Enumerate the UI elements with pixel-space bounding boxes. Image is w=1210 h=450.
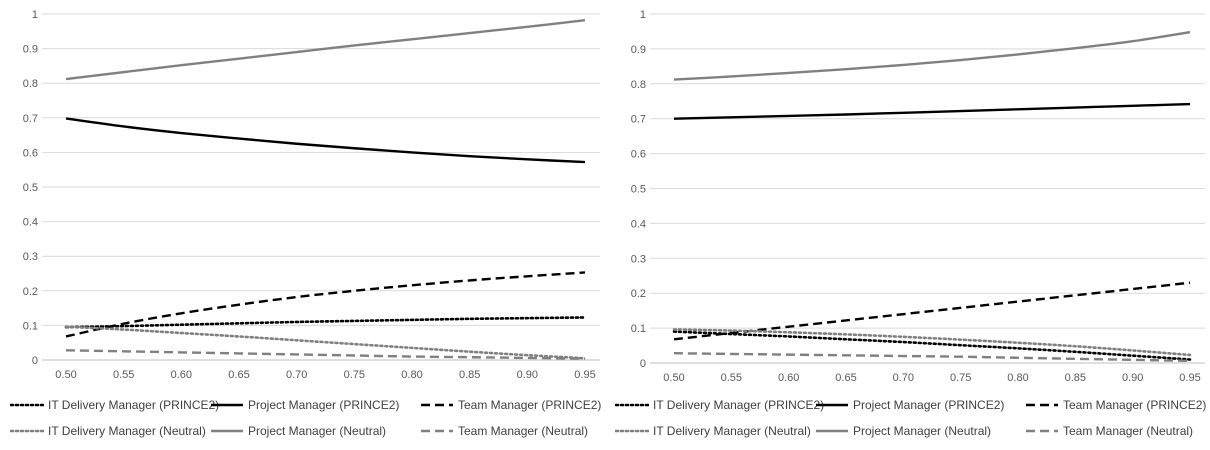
series-line-1 — [65, 117, 586, 164]
legend-swatch — [615, 403, 649, 407]
y-tick-label: 0.1 — [23, 320, 38, 332]
series-line-2 — [673, 281, 1191, 341]
y-tick-label: 0.8 — [631, 79, 646, 91]
y-tick-label: 0.1 — [631, 323, 646, 335]
series-line-0 — [672, 330, 1192, 361]
y-tick-label: 1 — [640, 9, 646, 21]
series-line-4 — [673, 30, 1191, 81]
line-chart-right: 0 0.1 0.2 0.3 0.4 0.5 0.6 0.7 0.8 0.9 1 0.50 0.55 0.6… — [631, 9, 1205, 384]
x-tick-label: 0.50 — [663, 372, 684, 384]
chart-panel-left: 0 0.1 0.2 0.3 0.4 0.5 0.6 0.7 0.8 0.9 1 0.50 0.55 0.6… — [0, 9, 605, 450]
x-tick-label: 0.80 — [1007, 372, 1028, 384]
x-tick-label: 0.60 — [778, 372, 799, 384]
x-tick-label: 0.90 — [517, 369, 538, 381]
legend-label: Team Manager (PRINCE2) — [1063, 398, 1207, 412]
y-tick-label: 0 — [640, 358, 646, 370]
y-tick-label: 0.3 — [631, 253, 646, 265]
legend-swatch — [1026, 403, 1058, 407]
legend-label: Team Manager (PRINCE2) — [458, 398, 602, 412]
y-tick-label: 0 — [32, 355, 38, 367]
x-tick-label: 0.65 — [228, 369, 249, 381]
legend-item: Team Manager (PRINCE2) — [1025, 396, 1206, 414]
legend-swatch — [421, 429, 453, 433]
legend-item: Project Manager (Neutral) — [210, 422, 386, 440]
series-line-5 — [673, 352, 1191, 363]
legend-label: Team Manager (Neutral) — [1063, 424, 1194, 438]
x-tick-label: 0.90 — [1122, 372, 1143, 384]
y-tick-label: 0.5 — [23, 182, 38, 194]
legend-label: IT Delivery Manager (Neutral) — [48, 424, 206, 438]
legend-label: Team Manager (Neutral) — [458, 424, 589, 438]
legend-item: IT Delivery Manager (Neutral) — [10, 422, 206, 440]
legend-label: IT Delivery Manager (PRINCE2) — [48, 398, 220, 412]
x-tick-label: 0.95 — [1179, 372, 1200, 384]
legend-label: IT Delivery Manager (Neutral) — [653, 424, 811, 438]
legend-item: Team Manager (Neutral) — [1025, 422, 1193, 440]
series-line-1 — [673, 102, 1191, 120]
legend-swatch — [10, 403, 44, 407]
x-tick-label: 0.75 — [344, 369, 365, 381]
legend-label: Project Manager (PRINCE2) — [853, 398, 1005, 412]
y-tick-label: 0.4 — [23, 217, 38, 229]
legend-item: Project Manager (Neutral) — [815, 422, 991, 440]
x-tick-label: 0.85 — [459, 369, 480, 381]
x-tick-label: 0.55 — [113, 369, 134, 381]
y-tick-label: 0.9 — [23, 44, 38, 56]
legend-label: Project Manager (Neutral) — [853, 424, 992, 438]
chart-panel-right: 0 0.1 0.2 0.3 0.4 0.5 0.6 0.7 0.8 0.9 1 0.50 0.55 0.6… — [605, 0, 1210, 450]
series-line-4 — [65, 19, 586, 81]
legend-right: IT Delivery Manager (PRINCE2) Project Man… — [605, 396, 1210, 450]
y-tick-label: 0.6 — [23, 147, 38, 159]
series-line-3 — [64, 325, 587, 360]
legend-swatch — [615, 429, 649, 433]
legend-label: Project Manager (Neutral) — [248, 424, 387, 438]
x-tick-label: 0.85 — [1065, 372, 1086, 384]
series-line-0 — [64, 316, 587, 329]
legend-swatch — [421, 403, 453, 407]
y-tick-label: 0.2 — [631, 288, 646, 300]
legend-swatch — [10, 429, 44, 433]
x-tick-label: 0.70 — [893, 372, 914, 384]
y-tick-label: 0.4 — [631, 218, 646, 230]
x-tick-label: 0.70 — [286, 369, 307, 381]
y-tick-label: 0.3 — [23, 251, 38, 263]
legend-item: Project Manager (PRINCE2) — [210, 396, 399, 414]
legend-item: Team Manager (PRINCE2) — [420, 396, 601, 414]
x-tick-label: 0.80 — [401, 369, 422, 381]
legend-item: IT Delivery Manager (Neutral) — [615, 422, 811, 440]
x-tick-label: 0.50 — [55, 369, 76, 381]
legend-label: IT Delivery Manager (PRINCE2) — [653, 398, 825, 412]
legend-item: IT Delivery Manager (PRINCE2) — [10, 396, 219, 414]
series-line-5 — [65, 349, 586, 360]
series-line-3 — [672, 328, 1192, 357]
x-tick-label: 0.65 — [835, 372, 856, 384]
y-tick-label: 0.9 — [631, 44, 646, 56]
x-tick-label: 0.55 — [721, 372, 742, 384]
legend-label: Project Manager (PRINCE2) — [248, 398, 400, 412]
legend-swatch — [816, 429, 848, 433]
y-tick-label: 0.2 — [23, 286, 38, 298]
legend-item: Project Manager (PRINCE2) — [815, 396, 1004, 414]
x-tick-label: 0.95 — [574, 369, 595, 381]
y-tick-label: 0.5 — [631, 184, 646, 196]
x-tick-label: 0.60 — [171, 369, 192, 381]
legend-left: IT Delivery Manager (PRINCE2) Project Man… — [0, 396, 605, 450]
legend-swatch — [211, 429, 243, 433]
x-tick-label: 0.75 — [950, 372, 971, 384]
line-chart-left: 0 0.1 0.2 0.3 0.4 0.5 0.6 0.7 0.8 0.9 1 0.50 0.55 0.6… — [23, 9, 600, 381]
legend-swatch — [1026, 429, 1058, 433]
y-tick-label: 1 — [32, 9, 38, 21]
legend-item: IT Delivery Manager (PRINCE2) — [615, 396, 824, 414]
y-tick-label: 0.7 — [23, 113, 38, 125]
legend-swatch — [816, 403, 848, 407]
legend-item: Team Manager (Neutral) — [420, 422, 588, 440]
y-tick-label: 0.7 — [631, 114, 646, 126]
y-tick-label: 0.8 — [23, 78, 38, 90]
series-line-2 — [65, 271, 586, 338]
y-tick-label: 0.6 — [631, 149, 646, 161]
legend-swatch — [211, 403, 243, 407]
